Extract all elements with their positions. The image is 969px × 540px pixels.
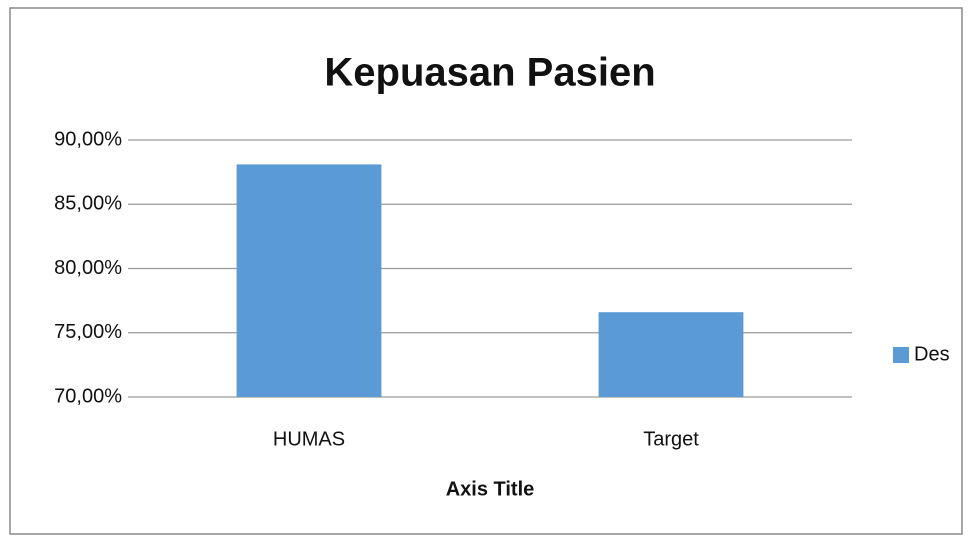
legend-label: Des: [914, 343, 950, 365]
y-tick-label: 70,00%: [54, 385, 122, 407]
chart-frame: [9, 7, 963, 535]
x-tick-label: HUMAS: [273, 428, 345, 450]
bar: [598, 312, 744, 397]
x-axis-title: Axis Title: [446, 478, 535, 500]
y-tick-label: 85,00%: [54, 193, 122, 215]
y-tick-label: 90,00%: [54, 128, 122, 150]
chart-title: Kepuasan Pasien: [324, 51, 655, 95]
x-tick-label: Target: [643, 428, 699, 450]
y-tick-label: 80,00%: [54, 257, 122, 279]
legend-swatch: [893, 347, 909, 363]
y-tick-label: 75,00%: [54, 321, 122, 343]
bar: [236, 164, 382, 397]
